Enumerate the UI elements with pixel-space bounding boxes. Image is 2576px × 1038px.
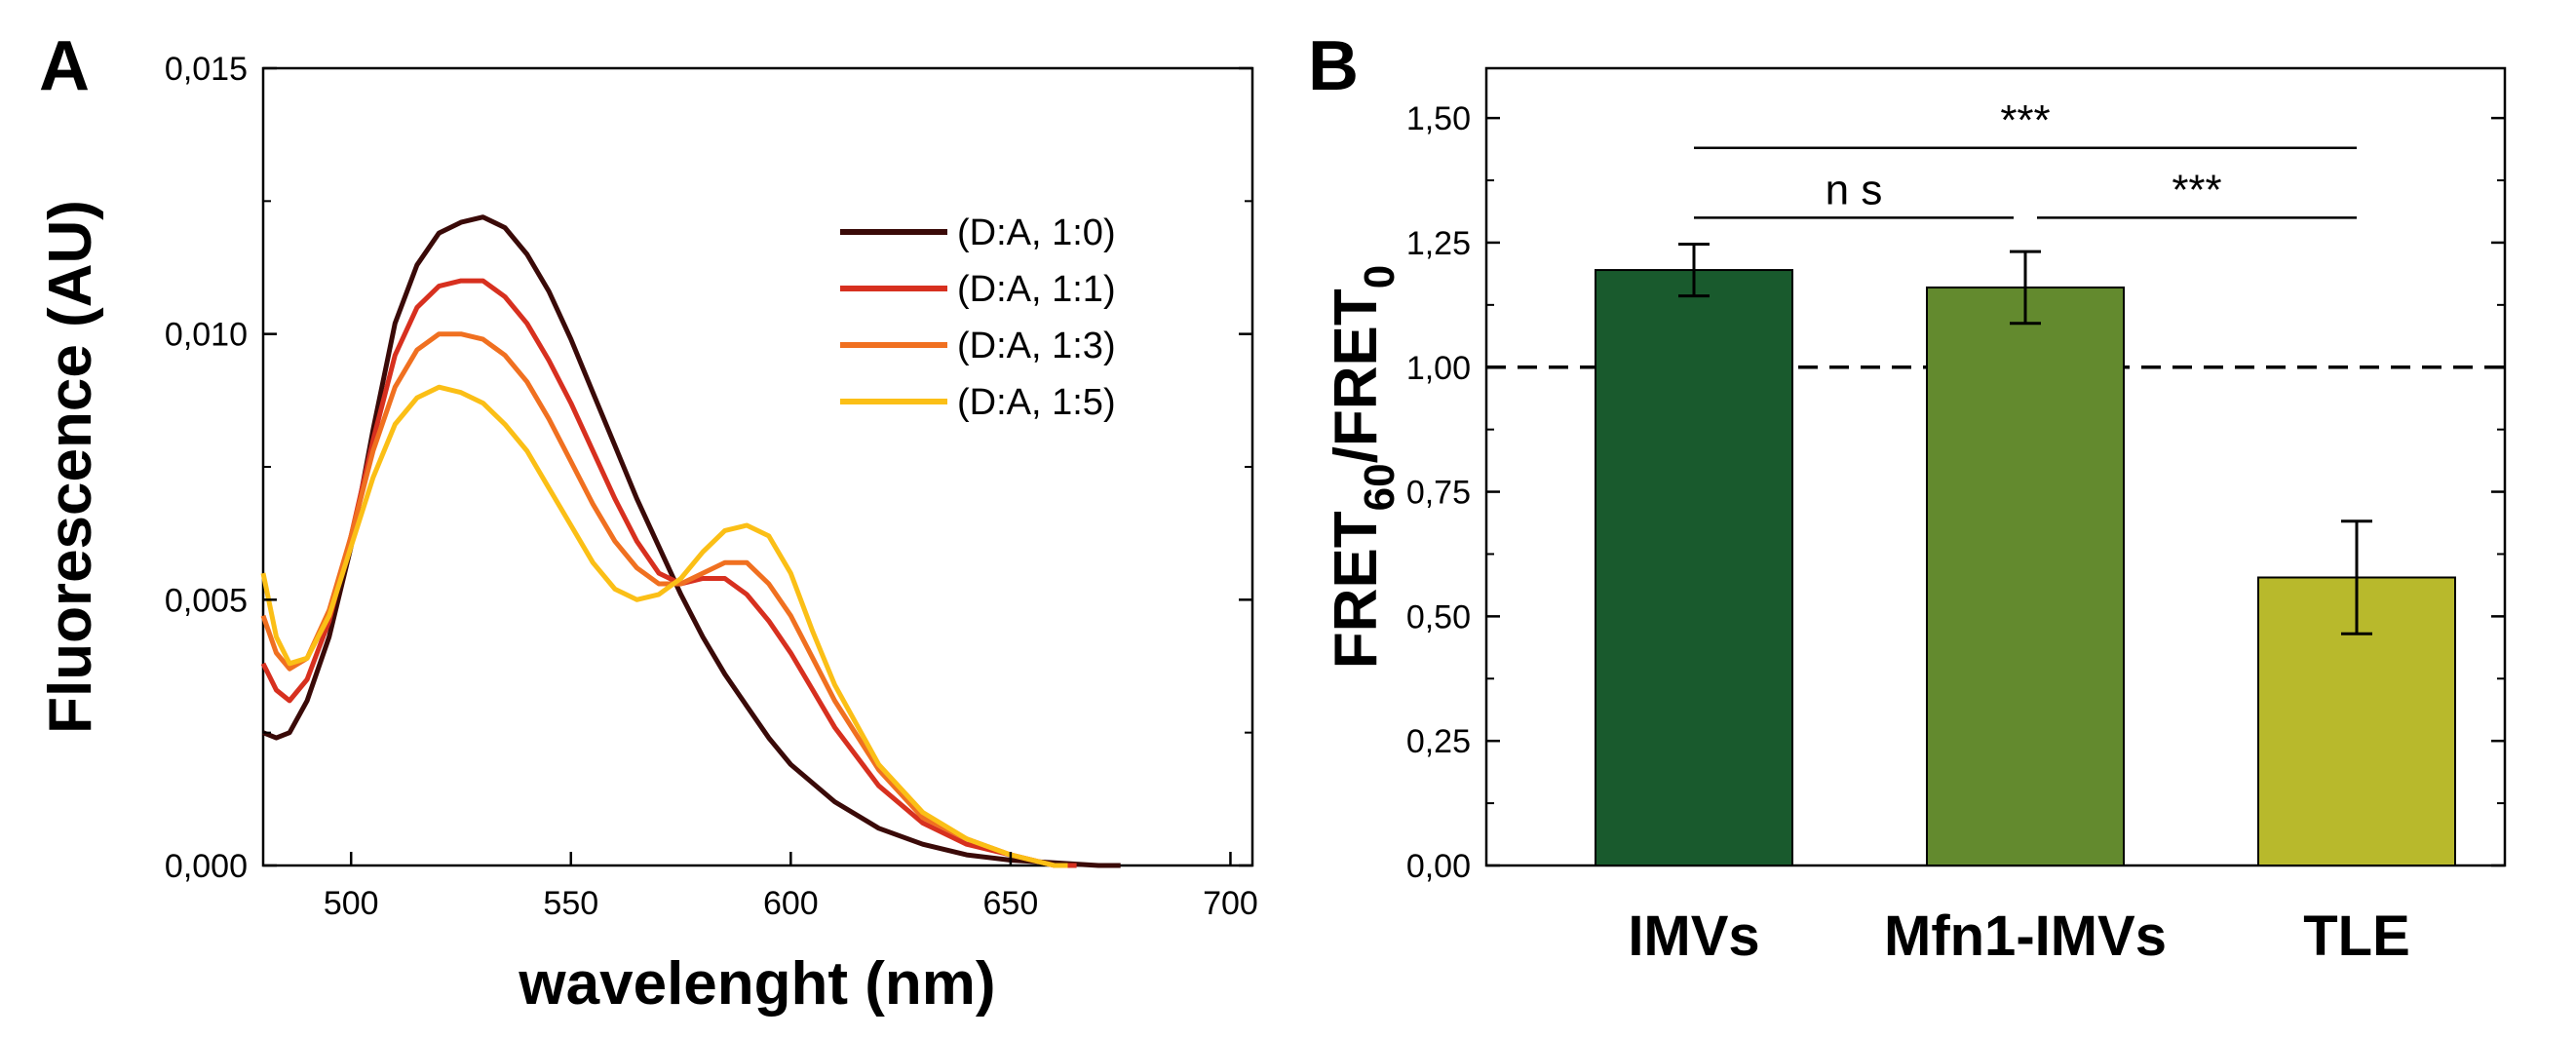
y-tick-label: 1,00	[1406, 350, 1471, 387]
legend-label-3: (D:A, 1:3)	[957, 326, 1116, 366]
significance-label-3: ***	[2000, 96, 2050, 144]
panel-b-label: B	[1308, 27, 1359, 105]
panel-a-x-ticks: 500 550 600 650 700	[324, 852, 1258, 922]
panel-b-bars	[1595, 269, 2456, 866]
x-tick-label: 600	[763, 885, 819, 922]
x-tick-label: 500	[324, 885, 379, 922]
y-tick-label: 0,015	[165, 51, 248, 88]
panel-a-frame	[261, 66, 1254, 867]
panel-b-y-ticks: 0,00 0,25 0,50 0,75 1,00 1,25 1,50	[1406, 100, 2505, 885]
panel-b-y-axis-title: FRET60/FRET0	[1323, 265, 1403, 669]
panel-b: B n s *** *** 0,00 0,25 0,50 0,75 1,00 1,25 1,50…	[1308, 27, 2507, 968]
bar-1	[1595, 269, 1793, 866]
x-tick-label: 650	[983, 885, 1039, 922]
panel-a-legend: (D:A, 1:0) (D:A, 1:1) (D:A, 1:3) (D:A, 1:5)	[840, 212, 1116, 423]
category-label-1: IMVs	[1628, 904, 1759, 968]
y-title-fret: FRET	[1323, 511, 1390, 669]
bar-2	[1926, 286, 2125, 866]
legend-label-1: (D:A, 1:0)	[957, 212, 1116, 253]
panel-b-categories: IMVs Mfn1-IMVs TLE	[1628, 904, 2409, 968]
series-line-3	[260, 331, 1068, 868]
y-title-sub-60: 60	[1356, 463, 1403, 511]
category-label-2: Mfn1-IMVs	[1884, 904, 2167, 968]
y-tick-label: 0,50	[1406, 598, 1471, 635]
y-title-fret0: /FRET	[1323, 288, 1390, 463]
series-line-1	[262, 214, 1121, 868]
category-label-3: TLE	[2303, 904, 2410, 968]
y-tick-label: 0,25	[1406, 723, 1471, 760]
panel-a-y-axis-title: Fluorescence (AU)	[37, 200, 104, 734]
legend-label-2: (D:A, 1:1)	[957, 269, 1116, 310]
panel-a-label: A	[39, 27, 90, 105]
panel-b-significance: n s *** ***	[1694, 96, 2357, 219]
legend-label-4: (D:A, 1:5)	[957, 382, 1116, 423]
y-tick-label: 1,25	[1406, 225, 1471, 262]
x-tick-label: 550	[543, 885, 598, 922]
y-title-sub-0: 0	[1356, 265, 1403, 288]
panel-a-y-ticks: 0,000 0,005 0,010 0,015	[165, 51, 1252, 885]
panel-b-error-bars	[1678, 242, 2372, 635]
y-tick-label: 0,000	[165, 848, 248, 885]
y-tick-label: 0,00	[1406, 848, 1471, 885]
y-tick-label: 0,010	[165, 317, 248, 354]
y-tick-label: 1,50	[1406, 100, 1471, 137]
y-tick-label: 0,75	[1406, 475, 1471, 512]
y-tick-label: 0,005	[165, 582, 248, 619]
significance-label-1: n s	[1826, 166, 1883, 213]
significance-label-2: ***	[2172, 166, 2221, 213]
panel-a-lines	[260, 214, 1121, 868]
panel-a-x-axis-title: wavelenght (nm)	[518, 950, 995, 1018]
x-tick-label: 700	[1203, 885, 1258, 922]
series-line-4	[260, 384, 1068, 868]
panel-a: A 500 550 600 650 700 0,000 0,005 0,010 0,015 w…	[37, 27, 1258, 1018]
